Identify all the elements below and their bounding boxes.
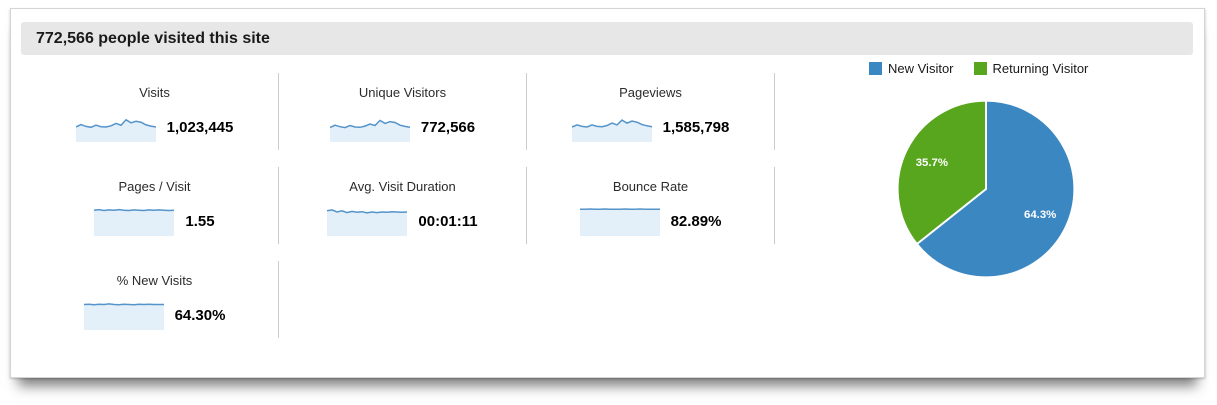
sparkline-avg-visit-duration bbox=[327, 209, 408, 236]
sparkline-unique-visitors bbox=[329, 119, 410, 142]
legend-swatch-returning-visitor bbox=[973, 62, 987, 75]
pie-slice-label: 64.3% bbox=[1024, 209, 1056, 221]
metric-pages-per-visit: Pages / Visit 1.55 bbox=[31, 167, 279, 244]
legend-item-returning-visitor[interactable]: Returning Visitor bbox=[973, 61, 1089, 76]
legend-label-new-visitor: New Visitor bbox=[888, 61, 954, 76]
pie-chart-svg[interactable]: 64.3% 35.7% bbox=[891, 94, 1081, 284]
sparkline-bounce-rate bbox=[579, 208, 660, 236]
metric-bounce-rate-label: Bounce Rate bbox=[612, 179, 689, 194]
metrics-row-3: % New Visits 64.30% bbox=[31, 261, 791, 355]
metric-unique-visitors-value: 772,566 bbox=[420, 118, 476, 136]
visitor-type-pie-chart: 64.3% 35.7% bbox=[891, 94, 1081, 284]
metric-avg-visit-duration: Avg. Visit Duration 00:01:11 bbox=[279, 167, 527, 244]
metric-avg-visit-duration-label: Avg. Visit Duration bbox=[349, 179, 456, 194]
pie-slice-new-visitor[interactable] bbox=[915, 99, 1076, 279]
sparkline-pages-per-visit bbox=[94, 208, 175, 236]
metric-pageviews-value: 1,585,798 bbox=[662, 118, 730, 136]
metrics-grid: Visits 1,023,445 Unique Visitors 772,566… bbox=[31, 73, 791, 355]
pie-slice-label: 35.7% bbox=[916, 157, 948, 169]
pie-legend: New Visitor Returning Visitor bbox=[869, 61, 1088, 76]
metric-visits-value: 1,023,445 bbox=[166, 118, 234, 136]
metric-unique-visitors: Unique Visitors 772,566 bbox=[279, 73, 527, 150]
sparkline-percent-new-visits bbox=[83, 303, 164, 330]
metric-pages-per-visit-label: Pages / Visit bbox=[118, 179, 191, 194]
legend-swatch-new-visitor bbox=[869, 62, 882, 75]
metric-bounce-rate-value: 82.89% bbox=[670, 212, 722, 230]
metric-bounce-rate: Bounce Rate 82.89% bbox=[527, 167, 775, 244]
metric-pageviews: Pageviews 1,585,798 bbox=[527, 73, 775, 150]
visitors-summary-header: 772,566 people visited this site bbox=[21, 22, 1193, 55]
metric-visits: Visits 1,023,445 bbox=[31, 73, 279, 150]
sparkline-pageviews bbox=[571, 119, 652, 142]
legend-item-new-visitor[interactable]: New Visitor bbox=[869, 61, 954, 76]
metric-percent-new-visits: % New Visits 64.30% bbox=[31, 261, 279, 338]
dashboard-card: 772,566 people visited this site Visits … bbox=[10, 8, 1205, 378]
metric-percent-new-visits-label: % New Visits bbox=[116, 273, 193, 288]
metric-avg-visit-duration-value: 00:01:11 bbox=[418, 212, 478, 230]
metric-pageviews-label: Pageviews bbox=[619, 85, 682, 100]
metric-pages-per-visit-value: 1.55 bbox=[185, 212, 215, 230]
metric-percent-new-visits-value: 64.30% bbox=[174, 306, 226, 324]
metric-unique-visitors-label: Unique Visitors bbox=[358, 85, 447, 100]
metrics-row-2: Pages / Visit 1.55 Avg. Visit Duration 0… bbox=[31, 167, 791, 261]
metric-visits-label: Visits bbox=[139, 85, 170, 100]
sparkline-visits bbox=[75, 118, 156, 142]
legend-label-returning-visitor: Returning Visitor bbox=[992, 61, 1089, 76]
metrics-row-1: Visits 1,023,445 Unique Visitors 772,566… bbox=[31, 73, 791, 167]
pie-slice-returning-visitor[interactable] bbox=[896, 99, 987, 246]
